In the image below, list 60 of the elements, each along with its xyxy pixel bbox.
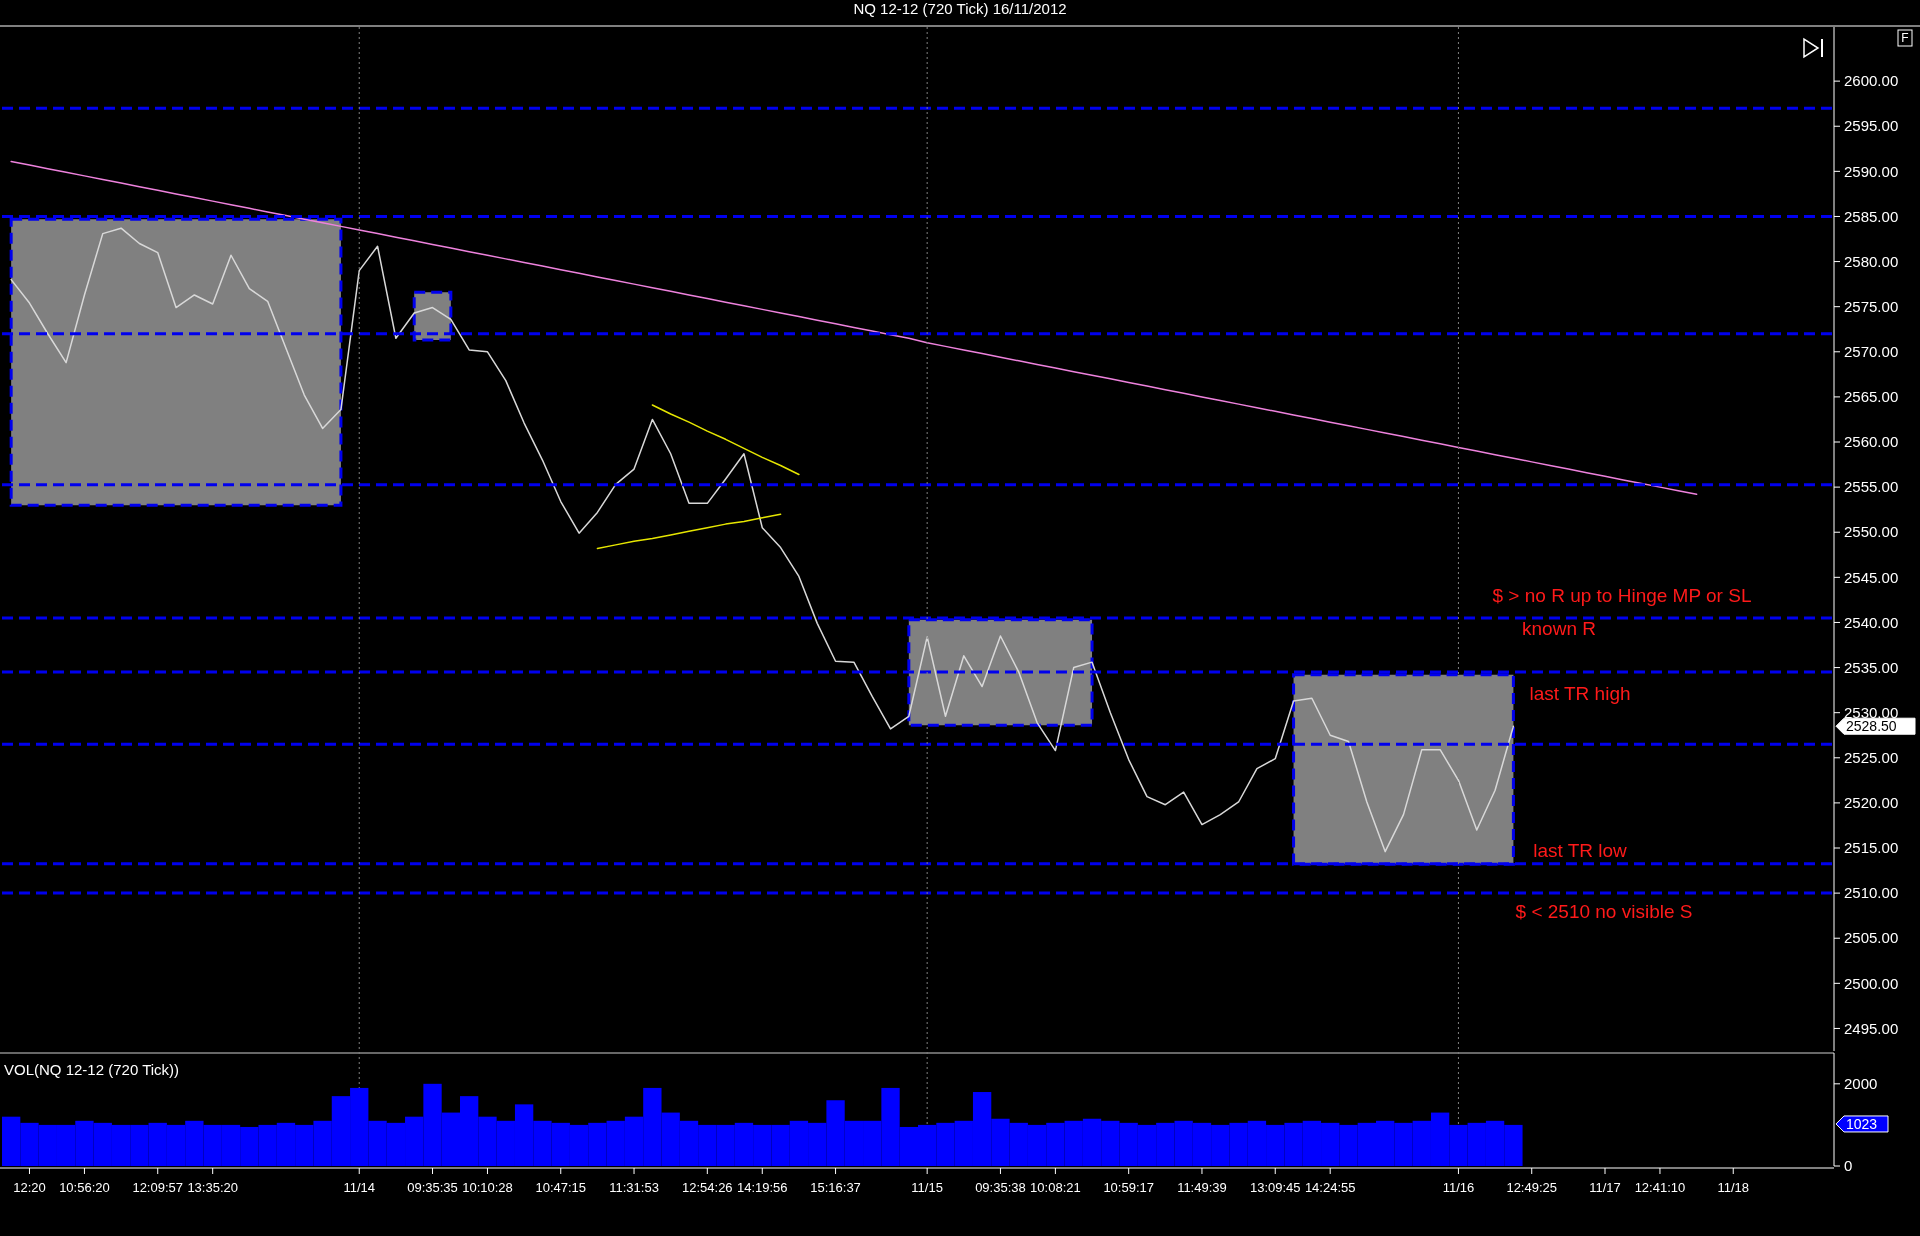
annotation: $ < 2510 no visible S: [1515, 900, 1693, 922]
x-tick-label: 10:47:15: [535, 1180, 587, 1195]
annotation: known R: [1522, 617, 1596, 639]
y-tick-label: 2545.00: [1844, 568, 1899, 586]
x-tick-label: 10:08:21: [1030, 1180, 1081, 1195]
x-tick-label: 09:35:35: [407, 1180, 458, 1195]
x-tick-label: 11/15: [911, 1180, 943, 1195]
x-tick-label: 09:35:38: [975, 1180, 1026, 1195]
y-tick-label: 2528.50: [1846, 718, 1897, 735]
x-tick-label: 14:24:55: [1304, 1180, 1356, 1195]
y-tick-label: 2565.00: [1844, 388, 1899, 406]
y-tick-label: 2510.00: [1844, 884, 1899, 902]
y-tick-label: 2585.00: [1844, 207, 1899, 225]
y-tick-label: 2505.00: [1844, 929, 1899, 947]
x-tick-label: 12:09:57: [132, 1180, 184, 1195]
y-tick-label: 0: [1844, 1157, 1853, 1175]
x-tick-label: 12:49:25: [1506, 1180, 1558, 1195]
x-tick-label: 12:54:26: [682, 1180, 733, 1195]
x-tick-label: 10:56:20: [59, 1180, 110, 1195]
x-tick-label: 13:35:20: [187, 1180, 238, 1195]
chart-title: NQ 12-12 (720 Tick) 16/11/2012: [853, 0, 1067, 17]
x-tick-label: 11/18: [1717, 1180, 1750, 1195]
y-tick-label: 2495.00: [1844, 1019, 1899, 1037]
x-tick-label: 11:31:53: [609, 1180, 659, 1195]
annotation: last TR low: [1533, 839, 1628, 861]
y-tick-label: 2520.00: [1844, 794, 1899, 812]
y-tick-label: 2560.00: [1844, 433, 1899, 451]
y-tick-label: 2535.00: [1844, 658, 1899, 676]
annotation: $ > no R up to Hinge MP or SL: [1492, 584, 1752, 606]
x-tick-label: 14:19:56: [736, 1180, 788, 1195]
y-tick-label: 2550.00: [1844, 523, 1899, 541]
y-tick-label: 2525.00: [1844, 749, 1899, 767]
y-tick-label: 2580.00: [1844, 252, 1899, 270]
y-tick-label: 2590.00: [1844, 162, 1899, 180]
line-series: [596, 513, 782, 550]
y-tick-label: 2570.00: [1844, 343, 1899, 361]
annotation: last TR high: [1529, 682, 1631, 704]
x-tick-label: 11:49:39: [1177, 1180, 1227, 1195]
x-tick-label: 15:16:37: [810, 1180, 861, 1195]
y-tick-label: 2530.00: [1844, 703, 1899, 721]
y-tick-label: 2515.00: [1844, 839, 1899, 857]
x-tick-label: 10:10:28: [462, 1180, 513, 1195]
y-tick-label: 2575.00: [1844, 297, 1899, 315]
y-tick-label: 1023: [1846, 1115, 1878, 1132]
x-tick-label: 13:09:45: [1249, 1180, 1301, 1195]
line-series: [651, 404, 800, 476]
x-tick-label: 10:59:17: [1103, 1180, 1154, 1195]
x-tick-label: 12:41:10: [1634, 1180, 1686, 1195]
y-tick-label: 2600.00: [1844, 72, 1899, 90]
x-tick-label: 11/17: [1589, 1180, 1621, 1195]
text: VOL(NQ 12-12 (720 Tick)): [4, 1061, 180, 1078]
y-tick-label: 2540.00: [1844, 613, 1899, 631]
x-tick-label: 11/14: [343, 1180, 376, 1195]
x-tick-label: 11/16: [1442, 1180, 1475, 1195]
y-tick-label: 2595.00: [1844, 117, 1899, 135]
y-tick-label: 2000: [1844, 1075, 1878, 1093]
x-tick-label: 12:20: [13, 1180, 46, 1195]
y-tick-label: 2500.00: [1844, 974, 1899, 992]
y-tick-label: 2555.00: [1844, 478, 1899, 496]
text: F: [1901, 31, 1909, 45]
